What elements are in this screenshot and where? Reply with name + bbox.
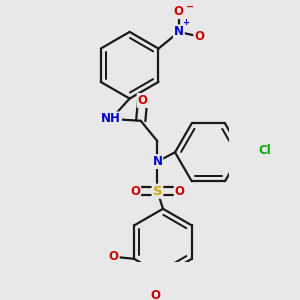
Text: Cl: Cl xyxy=(259,144,271,157)
Text: O: O xyxy=(130,185,140,198)
Text: O: O xyxy=(175,185,184,198)
Text: O: O xyxy=(194,30,204,43)
Text: S: S xyxy=(153,185,162,198)
Text: N: N xyxy=(174,26,184,38)
Text: O: O xyxy=(151,290,160,300)
Text: O: O xyxy=(109,250,119,263)
Text: −: − xyxy=(186,2,194,12)
Text: N: N xyxy=(152,155,162,168)
Text: NH: NH xyxy=(101,112,121,125)
Text: O: O xyxy=(174,5,184,18)
Text: +: + xyxy=(182,18,189,27)
Text: O: O xyxy=(138,94,148,107)
